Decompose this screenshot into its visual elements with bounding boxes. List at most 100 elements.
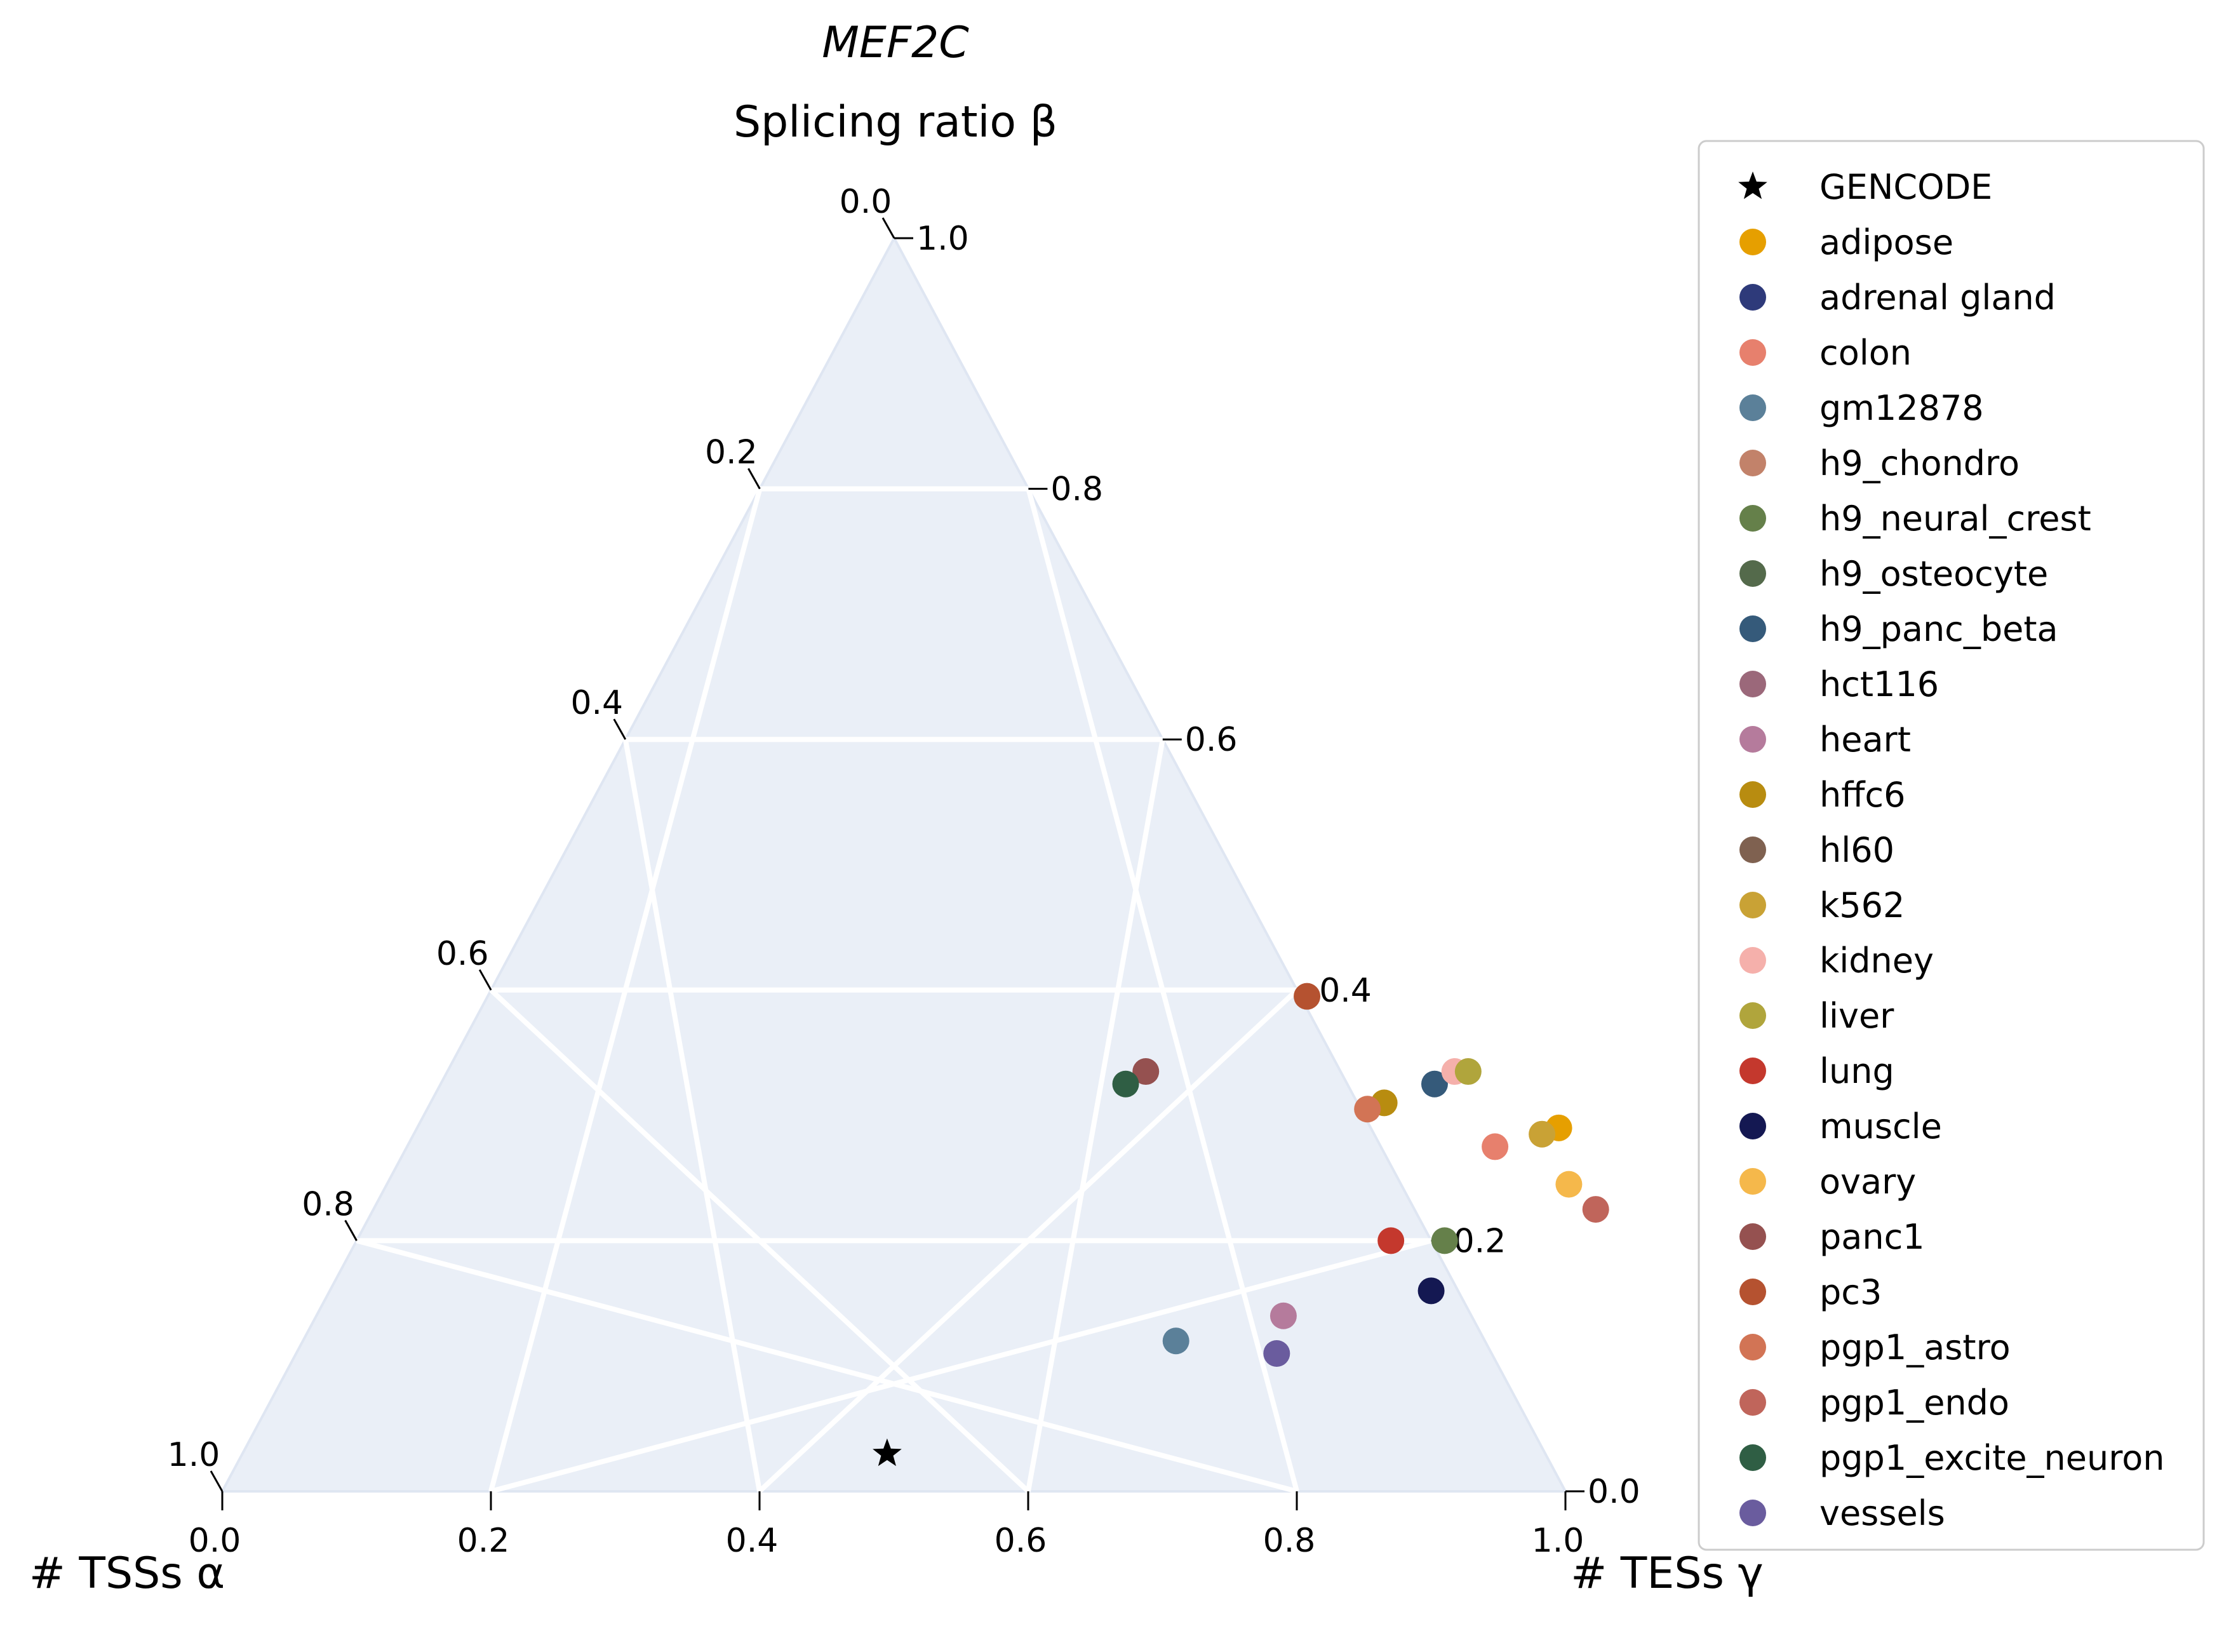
data-point-h9-panc-beta [1421,1070,1448,1098]
data-point-gencode [873,1438,902,1467]
tick-label-bottom: 0.6 [995,1522,1047,1560]
legend-label: adipose [1819,222,1953,262]
data-point-heart [1269,1302,1297,1329]
legend-label: h9_panc_beta [1819,609,2058,649]
legend-label: pc3 [1819,1272,1882,1312]
legend-marker [1739,892,1766,918]
legend-marker [1739,836,1766,863]
legend-label: muscle [1819,1106,1942,1146]
legend-label: lung [1819,1051,1894,1091]
tick-label-left: 0.6 [436,935,489,973]
data-point-pgp1-astro [1354,1096,1381,1123]
legend-marker [1739,1168,1766,1195]
tick-mark [881,217,895,239]
legend-label: GENCODE [1819,167,1992,207]
legend-marker [1739,671,1766,697]
legend-marker [1739,450,1766,476]
tick-label-bottom: 0.4 [726,1522,779,1560]
data-point-pc3 [1294,983,1321,1010]
data-point-gm12878 [1162,1327,1189,1355]
legend-marker [1739,1389,1766,1416]
left-axis-title: # TSSs α [29,1548,225,1599]
tick-mark [344,1219,358,1242]
legend-label: hl60 [1819,830,1894,870]
legend-marker [1739,1113,1766,1139]
data-point-colon [1482,1133,1509,1160]
legend-marker [1739,726,1766,753]
triangle-background [220,235,1568,1493]
legend-label: h9_osteocyte [1819,554,2048,594]
legend-marker [1739,394,1766,421]
legend-marker [1739,229,1766,255]
data-point-pgp1-endo [1582,1196,1609,1223]
legend-marker [1739,339,1766,366]
legend-marker [1739,505,1766,532]
legend-label: k562 [1819,885,1905,925]
right-axis-title: # TESs γ [1571,1548,1764,1599]
legend-marker [1739,284,1766,311]
legend-marker [1738,171,1767,199]
legend-marker [1739,1334,1766,1360]
tick-label-left: 0.2 [705,434,758,472]
tick-label-bottom: 0.2 [457,1522,510,1560]
legend-label: hffc6 [1819,775,1905,815]
tick-label-right: 1.0 [916,220,969,258]
tick-label-left: 0.8 [302,1185,354,1223]
tick-label-bottom: 0.0 [189,1522,241,1560]
tick-label-right: 0.6 [1185,721,1238,759]
grid-line [356,1238,1298,1494]
legend-label: colon [1819,333,1912,373]
legend-frame [1698,140,2205,1551]
tick-label-right: 0.4 [1319,972,1372,1010]
legend-label: hct116 [1819,664,1939,704]
top-axis-title: Splicing ratio β [734,97,1057,147]
tick-mark [747,467,761,490]
data-point-ovary [1555,1171,1583,1198]
legend-marker [1739,560,1766,587]
legend: GENCODE adipose adrenal gland colon gm12878 h… [1698,140,2205,1551]
data-point-vessels [1263,1340,1290,1367]
legend-marker [1739,1002,1766,1029]
tick-label-right: 0.8 [1050,471,1103,509]
tick-label-bottom: 1.0 [1532,1522,1584,1560]
tick-label-left: 0.4 [570,684,623,722]
legend-marker [1739,1279,1766,1305]
tick-label-right: 0.2 [1454,1222,1506,1260]
data-point-k562 [1529,1120,1556,1148]
grid-line [489,988,1030,1493]
tick-label-bottom: 0.8 [1263,1522,1316,1560]
legend-marker [1739,1223,1766,1250]
plot-area: 0.0 0.0 0.0 0.2 0.2 0.2 0.4 0.4 0.4 0.6 0.6 0.6 0.8 0… [168,183,1640,1560]
legend-marker [1739,1500,1766,1526]
legend-label: h9_chondro [1819,443,2020,483]
data-point-panc1 [1132,1058,1160,1085]
legend-label: pgp1_excite_neuron [1819,1438,2165,1478]
grid-line [758,988,1299,1493]
data-point-pgp1-excite-neuron [1112,1070,1139,1098]
tick-label-right: 0.0 [1588,1473,1640,1511]
tick-mark [478,969,492,991]
grid-line [1026,739,1165,1492]
legend-label: heart [1819,720,1911,760]
tick-mark [210,1470,224,1492]
grid-line [490,1238,1432,1494]
legend-label: ovary [1819,1162,1916,1202]
grid-line [1026,488,1299,1493]
data-point-muscle [1417,1277,1445,1305]
grid-line [622,739,762,1492]
legend-marker [1739,781,1766,808]
legend-marker [1739,1058,1766,1084]
legend-label: panc1 [1819,1217,1925,1257]
chart-title: MEF2C [822,18,969,68]
data-point-h9-neural-crest [1431,1227,1458,1254]
tick-label-left: 0.0 [840,183,892,221]
legend-label: liver [1819,996,1894,1036]
legend-label: kidney [1819,941,1934,981]
tick-label-left: 1.0 [168,1436,220,1474]
data-point-lung [1377,1227,1405,1254]
legend-label: vessels [1819,1493,1945,1533]
legend-label: pgp1_astro [1819,1327,2011,1367]
legend-label: h9_neural_crest [1819,499,2091,539]
tick-mark [613,718,627,740]
